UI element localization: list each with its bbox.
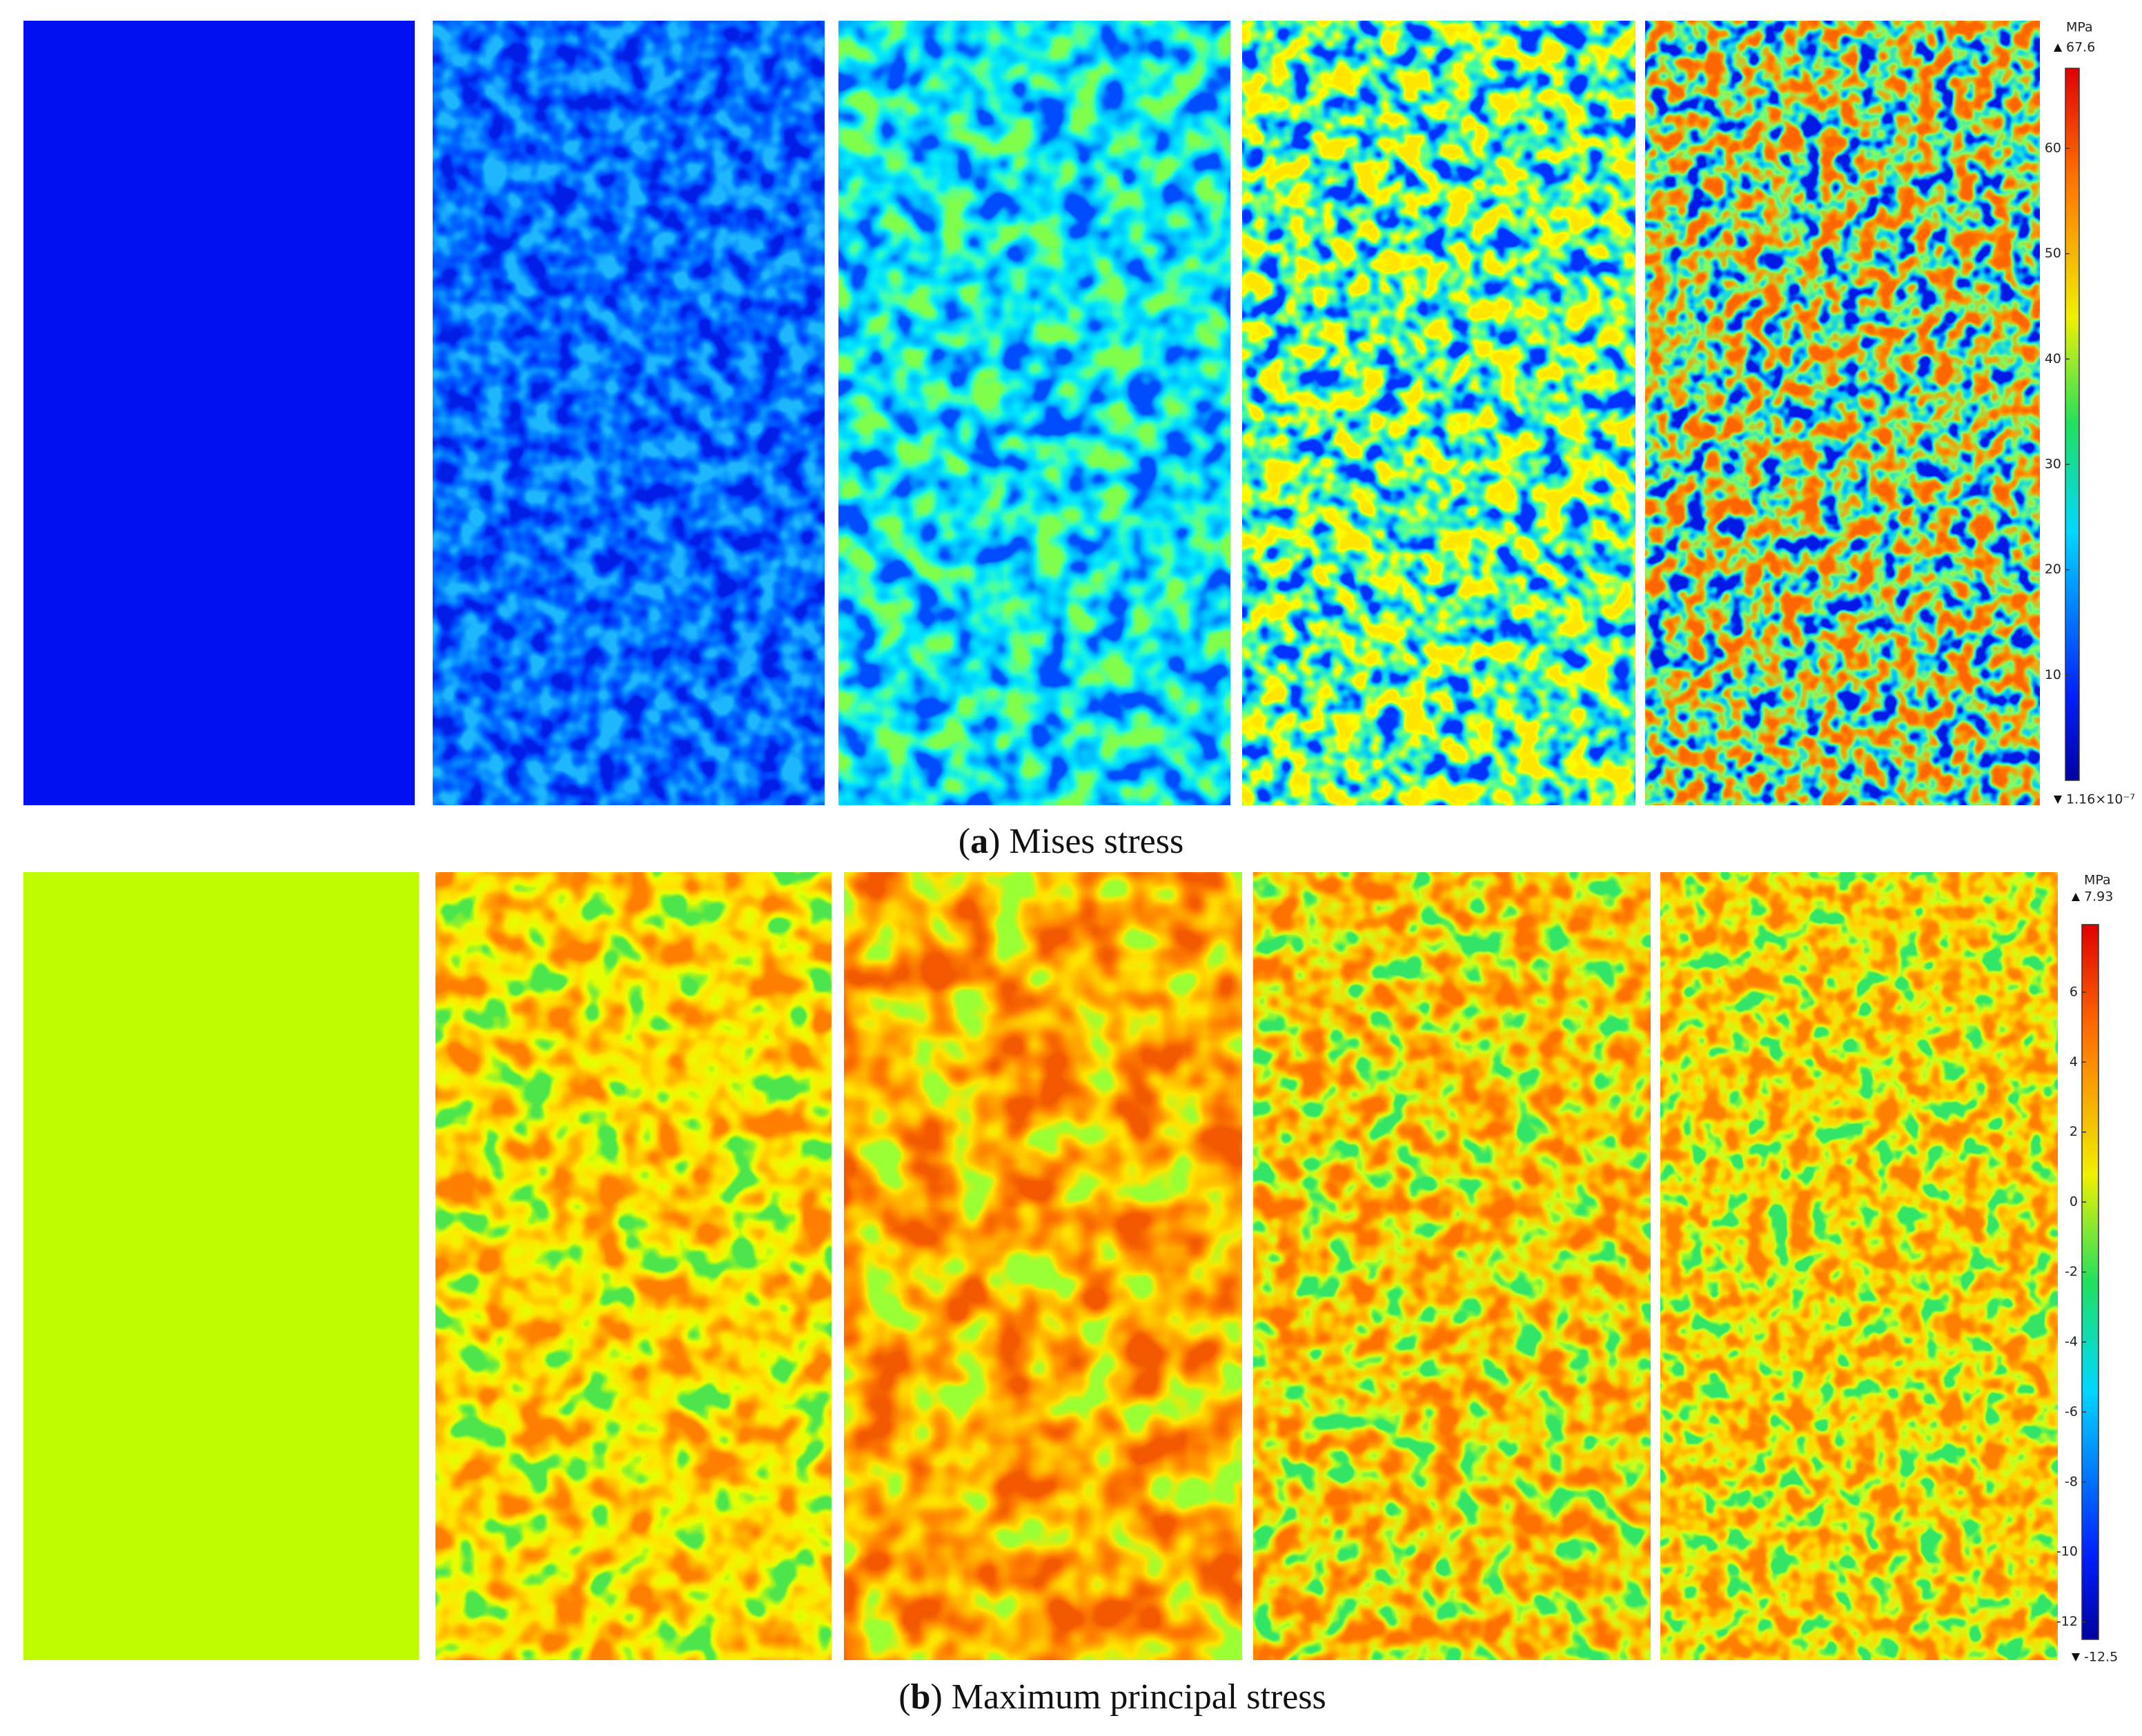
tick-label: 0	[2070, 1194, 2078, 1210]
tick-label: 50	[2045, 246, 2061, 261]
tick-label: -4	[2065, 1334, 2078, 1349]
min-label: 1.16×10⁻⁷	[2066, 792, 2135, 807]
min-marker	[2054, 796, 2062, 804]
tick-label: 30	[2045, 457, 2061, 472]
max-marker	[2072, 893, 2080, 901]
color-bar	[2065, 68, 2080, 781]
caption-a: (a) Mises stress	[959, 822, 1183, 861]
tick-label: -10	[2056, 1544, 2078, 1559]
tick-label: -6	[2065, 1404, 2078, 1419]
contour-panel	[838, 21, 1230, 805]
tick-label: 6	[2070, 984, 2078, 999]
tick-label: -2	[2065, 1264, 2078, 1279]
caption-b: (b) Maximum principal stress	[898, 1677, 1326, 1717]
contour-panel	[435, 872, 832, 1660]
tick-label: 40	[2045, 351, 2061, 366]
contour-panel	[1645, 21, 2040, 805]
unit-label: MPa	[2084, 873, 2111, 888]
tick-label: 4	[2070, 1054, 2078, 1069]
unit-label: MPa	[2066, 20, 2093, 35]
tick-label: -12	[2056, 1614, 2078, 1629]
tick-label: -8	[2065, 1474, 2078, 1489]
max-marker	[2054, 43, 2062, 52]
max-label: 7.93	[2084, 889, 2113, 905]
max-label: 67.6	[2066, 40, 2095, 55]
contour-panels	[23, 21, 2058, 1660]
min-label: -12.5	[2084, 1650, 2118, 1665]
tick-label: 10	[2045, 667, 2061, 682]
contour-panel	[433, 21, 825, 805]
contour-panel	[23, 21, 415, 805]
contour-panel	[1253, 872, 1651, 1660]
min-marker	[2072, 1653, 2080, 1661]
contour-panel	[1242, 21, 1635, 805]
tick-label: 2	[2070, 1124, 2078, 1139]
contour-panel	[23, 872, 419, 1660]
tick-label: 60	[2045, 141, 2061, 156]
contour-panel	[1660, 872, 2058, 1660]
color-bar	[2081, 924, 2099, 1640]
tick-label: 20	[2045, 562, 2061, 577]
contour-panel	[844, 872, 1242, 1660]
